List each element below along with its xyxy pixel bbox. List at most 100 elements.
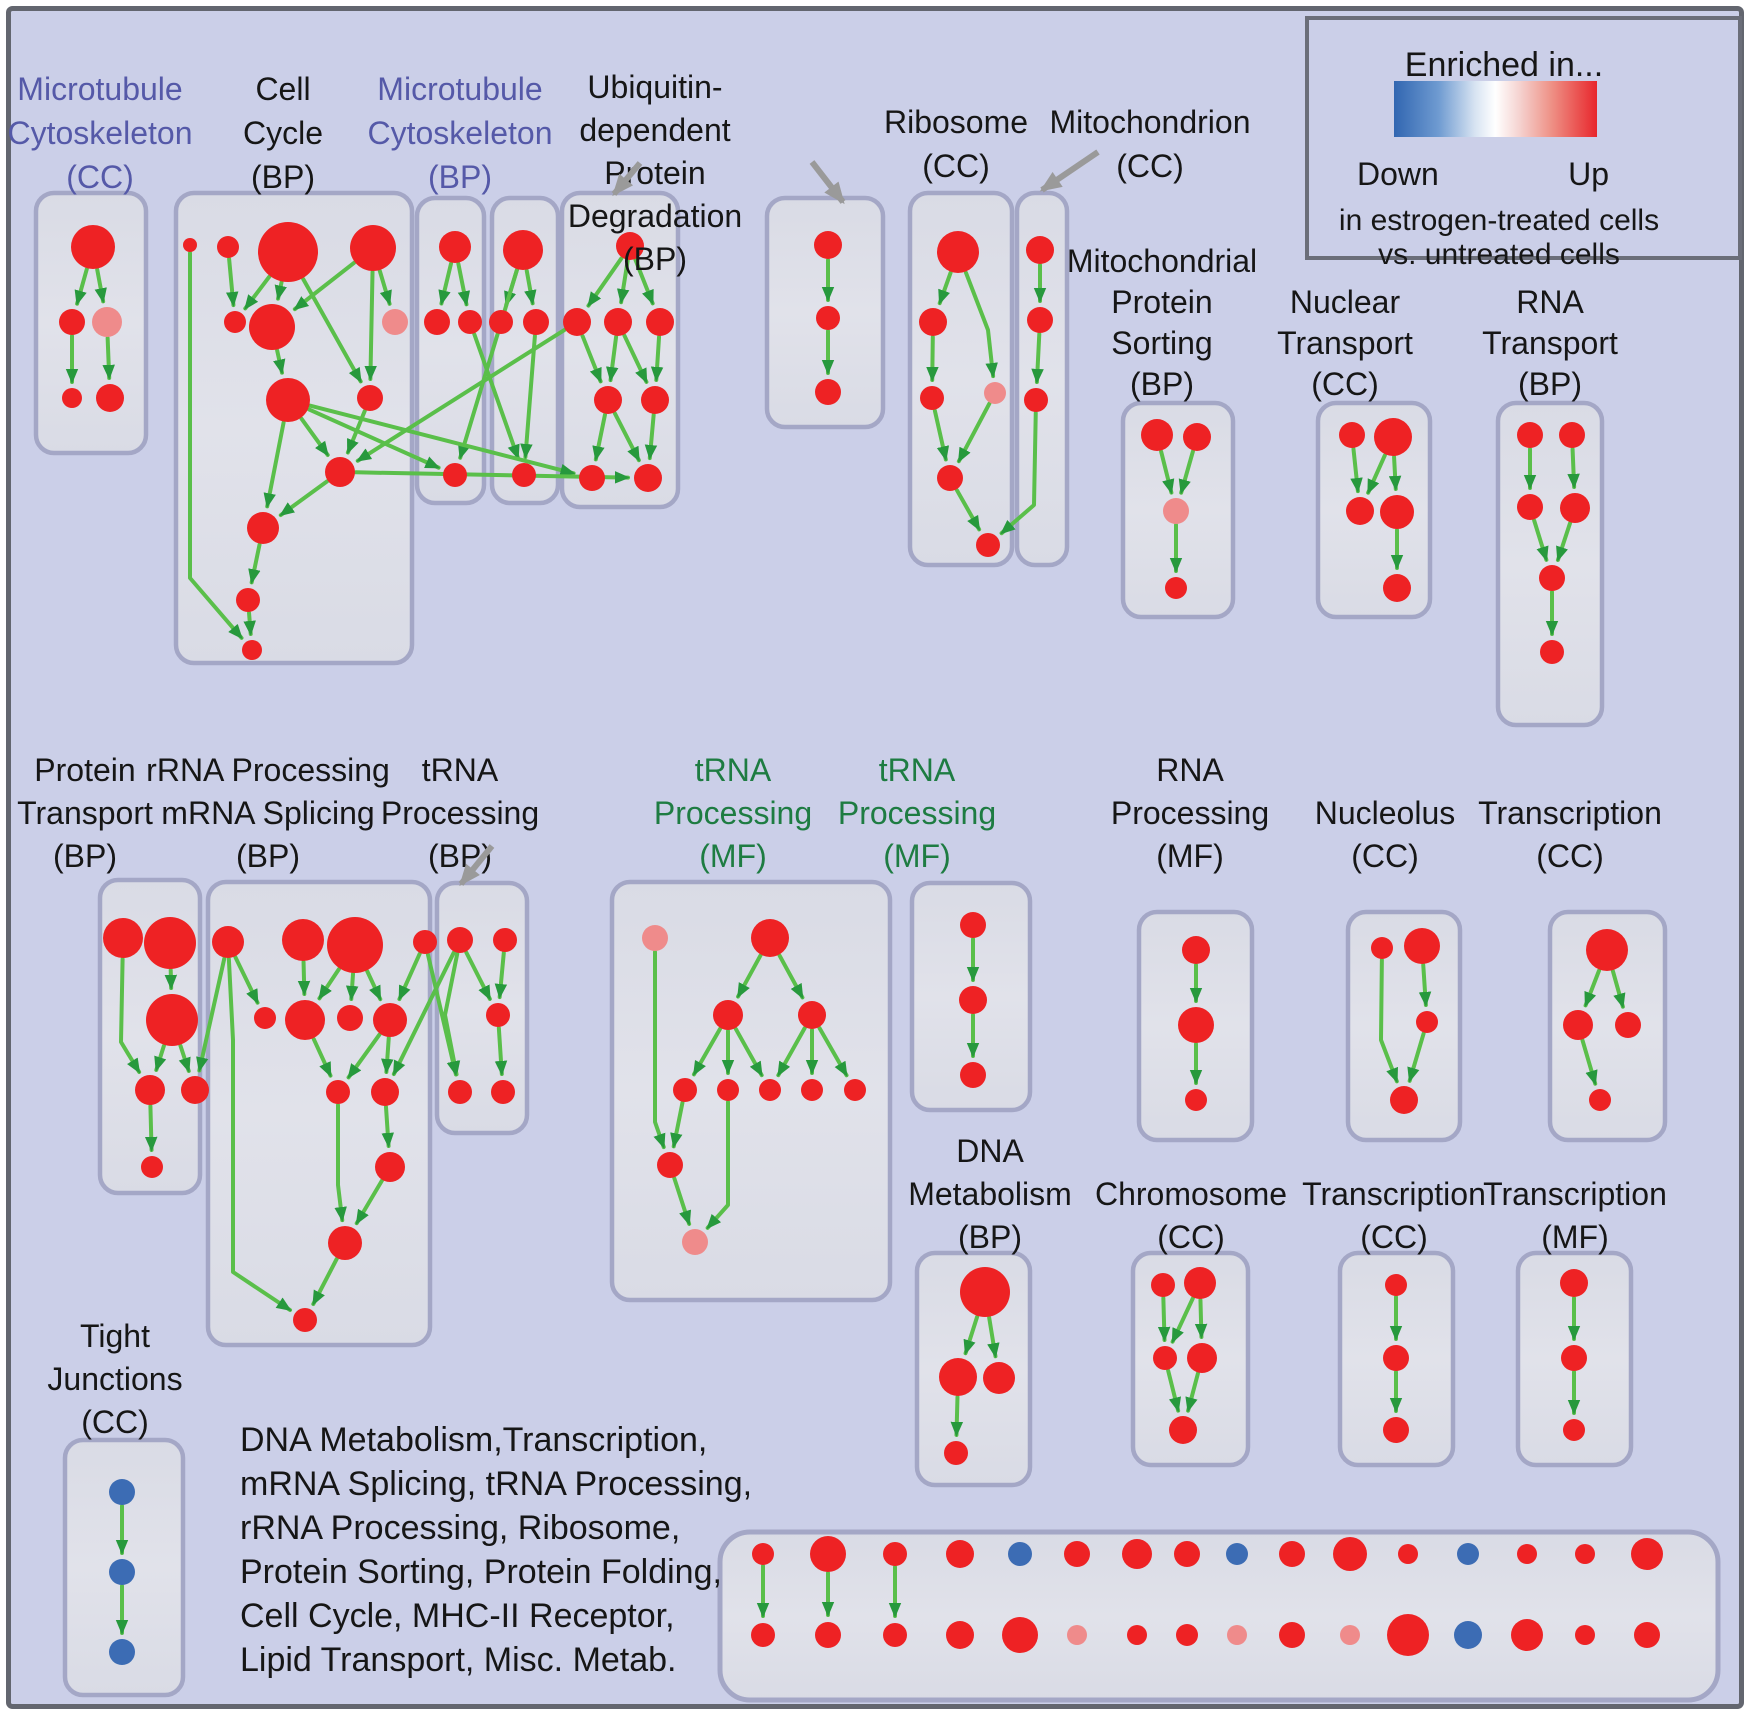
node-nucleolus-p1 [1371, 937, 1393, 959]
edge-arrow [355, 328, 567, 463]
legend: Enriched in... Down Up in estrogen-treat… [1305, 16, 1742, 271]
label-microtubule-cc-line3: (CC) [66, 159, 134, 195]
edge-arrow [963, 1314, 980, 1356]
node-chromosome-s4 [1187, 1343, 1217, 1373]
legend-downup-row: Down Up [1357, 156, 1609, 193]
node-ubiquitin-u1 [616, 232, 644, 260]
label-rna-processing-mf-line2: Processing [1111, 795, 1269, 831]
node-summary-col6-top [1064, 1541, 1090, 1567]
node-rrna-mrna-k3 [327, 917, 383, 973]
label-protein-transport-line1: Protein [34, 752, 135, 788]
node-nucleolus-p2 [1404, 928, 1440, 964]
node-rrna-mrna-k6 [285, 1000, 325, 1040]
node-mito-protein-sorting-g4 [1165, 577, 1187, 599]
node-cell-cycle-c3 [258, 222, 318, 282]
node-rrna-mrna-k13 [293, 1308, 317, 1332]
node-cell-cycle-c2 [217, 236, 239, 258]
node-cell-cycle-c7 [382, 309, 408, 335]
node-summary-col15-bottom [1575, 1625, 1595, 1645]
node-microtubule-bp-a2 [424, 309, 450, 335]
edge-arrow [1580, 1038, 1598, 1086]
node-chromosome-s2 [1184, 1267, 1216, 1299]
node-summary-col10-bottom [1279, 1622, 1305, 1648]
node-microtubule-cc-e [96, 384, 124, 412]
node-tight-junctions-w2 [109, 1559, 135, 1585]
node-transcription-cc-top-q2 [1563, 1010, 1593, 1040]
edge-arrow [733, 1026, 764, 1078]
node-summary-col9-bottom [1227, 1625, 1247, 1645]
label-nuclear-transport-line3: (CC) [1311, 366, 1379, 402]
edge-arrow [1407, 1031, 1426, 1083]
edge-arrow [1555, 521, 1573, 562]
edge-arrow [1159, 449, 1175, 495]
label-cell-cycle-line3: (BP) [251, 159, 315, 195]
label-trna-mf-right-line2: Processing [838, 795, 996, 831]
edge-arrow [1350, 446, 1363, 494]
edge-arrow [1170, 1296, 1195, 1344]
edge-arrow [438, 261, 454, 306]
node-summary-col12-bottom [1387, 1614, 1429, 1656]
edge-arrow [586, 256, 624, 308]
node-nucleolus-p4 [1390, 1086, 1418, 1114]
node-protein-transport-j5 [141, 1156, 163, 1178]
label-rna-processing-mf-line3: (MF) [1156, 838, 1224, 874]
node-transcription-cc-bottom-t2 [1383, 1345, 1409, 1371]
edge-arrow [74, 267, 89, 306]
node-chromosome-s3 [1153, 1346, 1177, 1370]
edge-arrow [644, 412, 658, 461]
edge-arrow [458, 268, 519, 460]
misc-cluster-text: DNA Metabolism,Transcription, mRNA Splic… [240, 1418, 752, 1682]
node-ubiquitin-d3 [815, 379, 841, 405]
edge-arrow [1388, 454, 1402, 492]
node-summary-col1-bottom [751, 1623, 775, 1647]
node-summary-col6-bottom [1067, 1625, 1087, 1645]
edge-arrow [616, 258, 630, 305]
node-trna-bp-l3 [486, 1003, 510, 1027]
node-protein-transport-j6 [181, 1076, 209, 1104]
node-rna-transport-i3 [1517, 494, 1543, 520]
edge-arrow [425, 952, 460, 1077]
edge-arrow [292, 260, 357, 312]
node-protein-transport-j3 [146, 994, 198, 1046]
node-summary-col5-bottom [1002, 1617, 1038, 1653]
label-transcription-cc-bottom-line2: (CC) [1360, 1219, 1428, 1255]
label-chromosome-line2: (CC) [1157, 1219, 1225, 1255]
edge-arrow [354, 1178, 384, 1226]
label-trna-mf-left-line2: Processing [654, 795, 812, 831]
edge-arrow [592, 412, 607, 462]
node-microtubule-cc-a [71, 225, 115, 269]
group-box-nucleolus [1345, 909, 1463, 1143]
node-cell-cycle-c11 [247, 512, 279, 544]
node-summary-col3-top [883, 1542, 907, 1566]
node-protein-transport-j1 [103, 918, 143, 958]
edge-arrow [248, 542, 262, 585]
node-cell-cycle-c13 [242, 640, 262, 660]
node-trna-mf-left-t10 [657, 1152, 683, 1178]
label-trna-bp-line2: Processing [381, 795, 539, 831]
edge-arrow [464, 950, 492, 1001]
node-rna-transport-i2 [1559, 422, 1585, 448]
group-box-transcription-cc-top [1547, 909, 1668, 1143]
edge-arrow [225, 256, 239, 308]
node-summary-col13-bottom [1454, 1621, 1482, 1649]
edge-arrow [926, 334, 939, 383]
edge-arrow [1031, 331, 1044, 385]
edge-arrow [391, 950, 456, 1077]
edge-arrow [317, 967, 341, 1001]
node-ribosome-e6 [976, 533, 1000, 557]
label-tight-junctions-line2: Junctions [47, 1361, 182, 1397]
node-ribosome-e1 [937, 231, 979, 273]
edge-arrow [278, 479, 330, 518]
edge-arrow [956, 401, 992, 464]
edge-arrow [937, 270, 953, 306]
node-trna-mf-left-p1 [642, 925, 668, 951]
node-cell-cycle-c5 [224, 311, 246, 333]
node-nuclear-transport-h1 [1339, 422, 1365, 448]
node-rna-processing-mf-o3 [1185, 1089, 1207, 1111]
label-tight-junctions-line3: (CC) [81, 1404, 149, 1440]
edge-arrow [346, 1032, 382, 1080]
node-rna-processing-mf-o2 [1178, 1007, 1214, 1043]
group-box-microtubule-bp-1 [414, 195, 487, 506]
node-cell-cycle-c6 [249, 304, 295, 350]
node-transcription-mf-v2 [1561, 1345, 1587, 1371]
